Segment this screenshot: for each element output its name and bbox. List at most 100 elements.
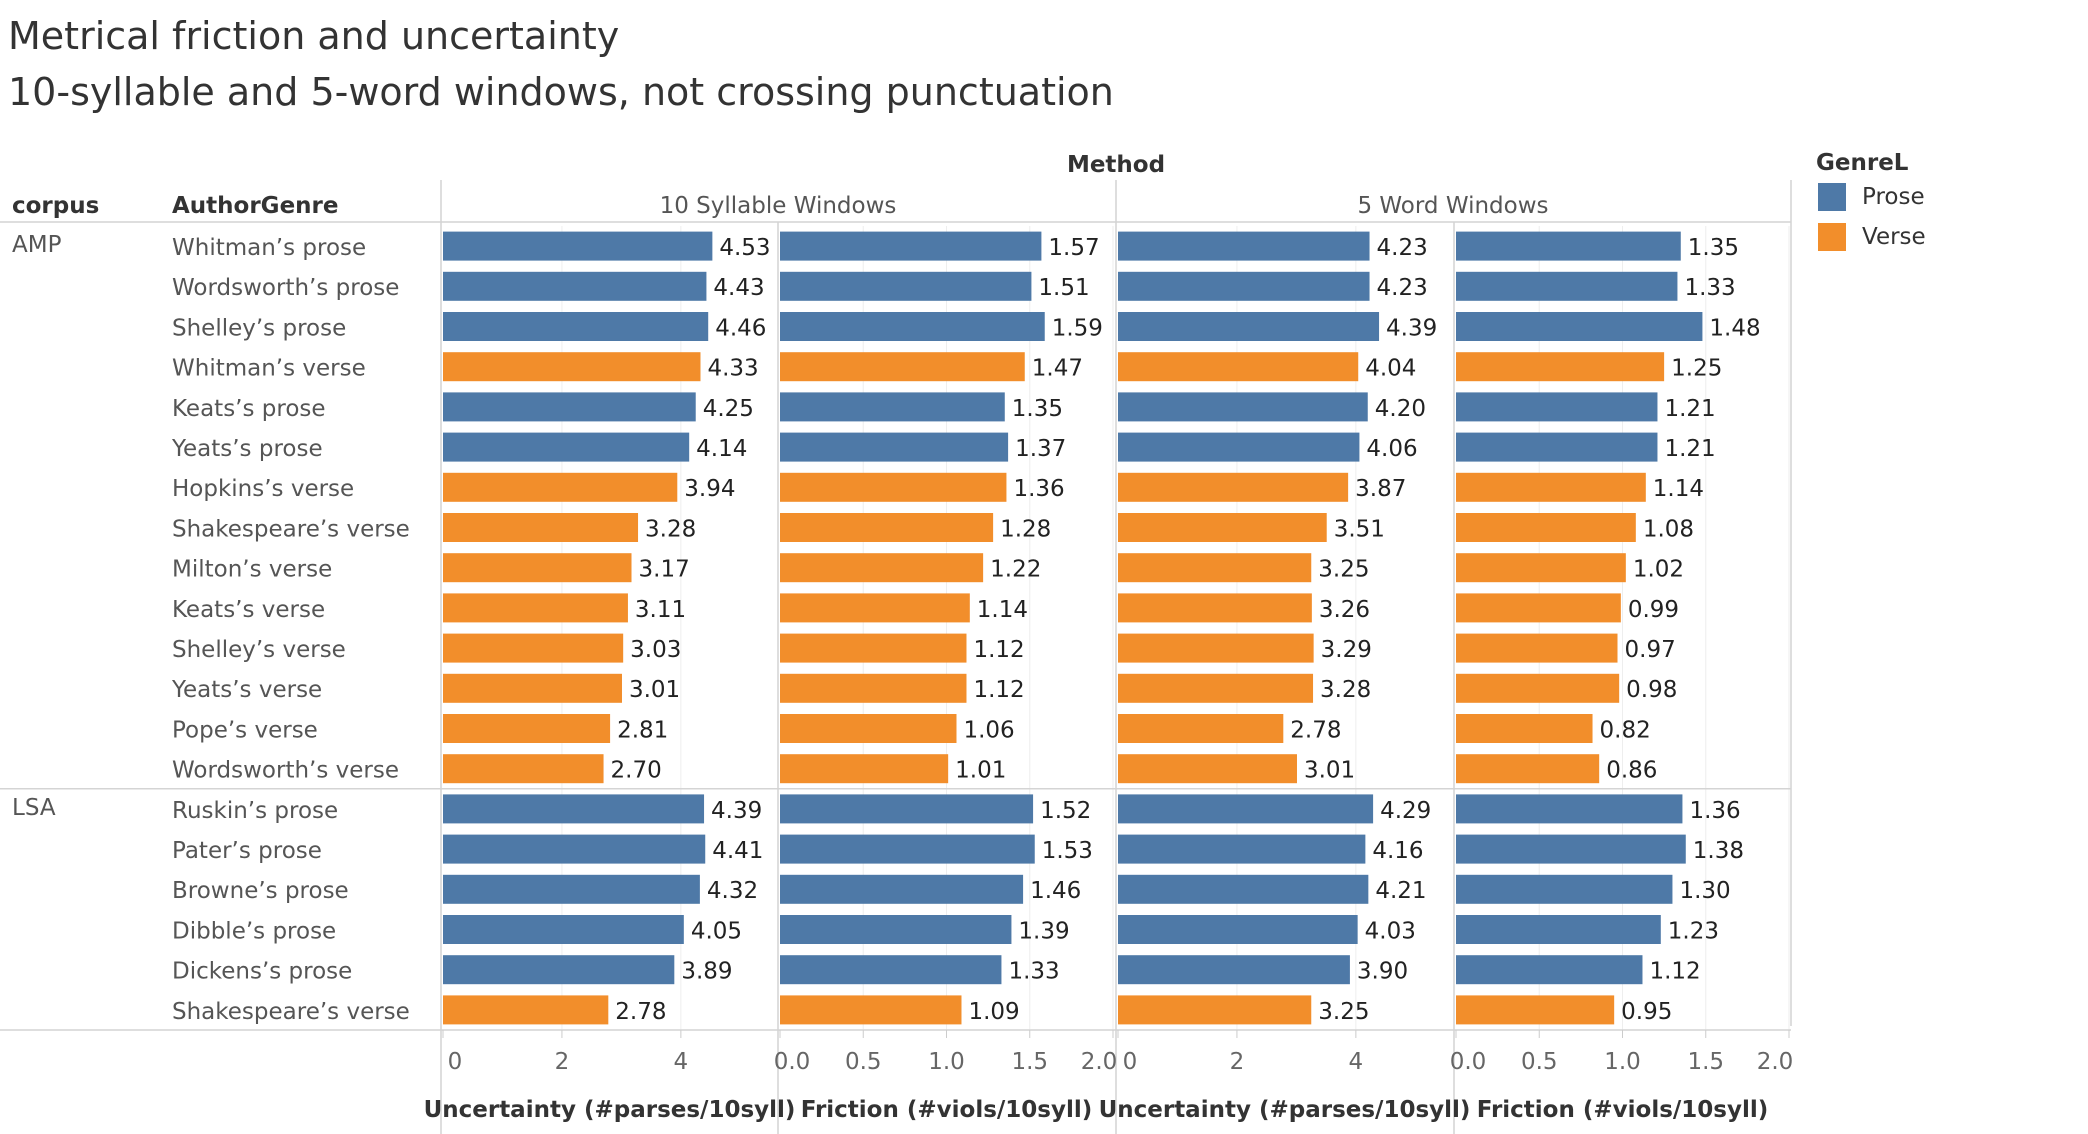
data-label: 3.29	[1321, 637, 1372, 663]
data-label: 1.33	[1684, 275, 1735, 301]
data-label: 1.57	[1048, 235, 1099, 261]
data-label: 2.78	[1290, 717, 1341, 743]
row-label: Pope’s verse	[172, 717, 318, 743]
bar	[780, 754, 949, 784]
bar	[443, 352, 701, 382]
bar	[1118, 915, 1358, 944]
data-label: 4.21	[1375, 878, 1426, 904]
bar	[1456, 915, 1661, 944]
data-label: 4.32	[707, 878, 758, 904]
data-label: 3.89	[681, 959, 732, 985]
data-label: 3.87	[1355, 476, 1406, 502]
bar	[780, 352, 1025, 382]
data-label: 4.29	[1380, 798, 1431, 824]
data-label: 1.06	[963, 717, 1014, 743]
data-label: 3.28	[1320, 677, 1371, 703]
bar	[1118, 874, 1369, 904]
tick-label: 2.0	[1757, 1049, 1794, 1075]
row-label: Shelley’s prose	[172, 315, 346, 341]
row-label: Dickens’s prose	[172, 959, 352, 985]
tick-label: 4	[674, 1049, 689, 1075]
bar	[1456, 834, 1686, 864]
bar	[780, 995, 962, 1025]
data-label: 4.53	[719, 235, 770, 261]
bar	[780, 593, 970, 623]
tick-label: 0.5	[845, 1049, 882, 1075]
data-label: 4.03	[1365, 918, 1416, 944]
data-label: 1.46	[1030, 878, 1081, 904]
data-label: 3.17	[639, 557, 690, 583]
bar	[1118, 432, 1360, 462]
bar	[1118, 392, 1368, 422]
row-label: Whitman’s verse	[172, 356, 366, 382]
data-label: 3.94	[684, 476, 735, 502]
bar	[1118, 633, 1314, 663]
data-label: 1.28	[1000, 516, 1051, 542]
bar	[443, 794, 705, 824]
bar	[443, 754, 604, 784]
data-label: 1.36	[1013, 476, 1064, 502]
data-label: 1.25	[1671, 356, 1722, 382]
tick-label: 0	[1123, 1049, 1138, 1075]
legend-swatch-prose	[1818, 183, 1846, 211]
bar	[780, 392, 1005, 422]
data-label: 4.39	[711, 798, 762, 824]
bar	[780, 432, 1009, 462]
data-label: 1.14	[977, 597, 1028, 623]
bar	[1118, 593, 1312, 623]
bar	[443, 513, 639, 542]
bar	[1118, 794, 1374, 824]
row-label: Ruskin’s prose	[172, 798, 338, 824]
bar	[1456, 633, 1618, 663]
legend-item-prose[interactable]: Prose	[1818, 183, 1925, 211]
data-label: 1.02	[1633, 557, 1684, 583]
legend-item-verse[interactable]: Verse	[1818, 223, 1926, 251]
data-label: 1.09	[968, 999, 1019, 1025]
bar	[780, 955, 1002, 985]
row-label: Milton’s verse	[172, 557, 332, 583]
data-label: 3.90	[1357, 959, 1408, 985]
data-label: 3.11	[635, 597, 686, 623]
data-label: 3.51	[1334, 516, 1385, 542]
data-label: 1.48	[1709, 315, 1760, 341]
bar	[1118, 271, 1370, 301]
bar	[443, 472, 678, 502]
bar	[1118, 352, 1359, 382]
row-label: Dibble’s prose	[172, 918, 336, 944]
data-label: 3.28	[645, 516, 696, 542]
bar	[1456, 673, 1620, 703]
axis-label: Uncertainty (#parses/10syll)	[1099, 1097, 1471, 1123]
bar	[1118, 513, 1327, 542]
data-label: 4.16	[1372, 838, 1423, 864]
bar	[1118, 231, 1370, 261]
data-label: 4.43	[713, 275, 764, 301]
bar	[1456, 754, 1600, 784]
legend-label-prose: Prose	[1862, 184, 1925, 210]
tick-label: 1.5	[1011, 1049, 1048, 1075]
data-label: 1.47	[1032, 356, 1083, 382]
data-label: 4.41	[712, 838, 763, 864]
bar	[1456, 352, 1665, 382]
data-label: 1.30	[1679, 878, 1730, 904]
data-label: 1.36	[1689, 798, 1740, 824]
data-label: 3.03	[630, 637, 681, 663]
bar	[780, 513, 994, 542]
tick-label: 0.0	[1450, 1049, 1487, 1075]
legend-title: GenreL	[1816, 150, 1909, 176]
row-label: Wordsworth’s prose	[172, 275, 399, 301]
data-label: 4.25	[703, 396, 754, 422]
bar	[1456, 472, 1646, 502]
bar	[780, 794, 1034, 824]
row-label: Whitman’s prose	[172, 235, 366, 261]
data-label: 4.05	[691, 918, 742, 944]
bar	[1456, 271, 1678, 301]
data-label: 1.21	[1664, 396, 1715, 422]
data-label: 3.01	[629, 677, 680, 703]
bar	[443, 874, 700, 904]
corpus-label: AMP	[12, 232, 62, 258]
bar	[1118, 955, 1350, 985]
data-label: 1.33	[1008, 959, 1059, 985]
bar	[1456, 794, 1683, 824]
data-label: 1.39	[1018, 918, 1069, 944]
tick-label: 2	[1230, 1049, 1245, 1075]
